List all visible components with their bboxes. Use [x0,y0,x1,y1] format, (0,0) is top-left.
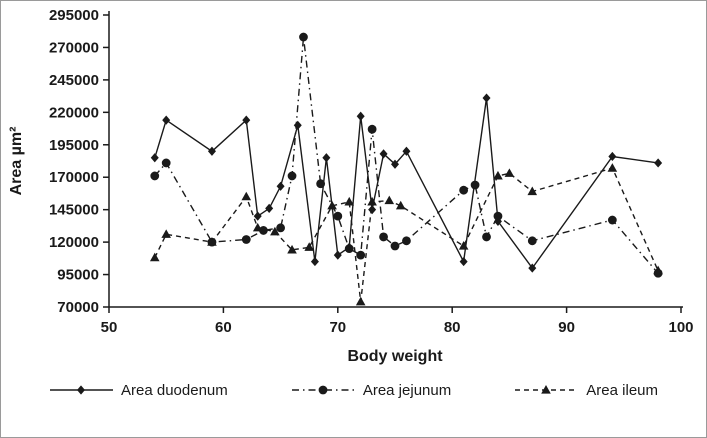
svg-text:100: 100 [668,319,693,336]
svg-text:270000: 270000 [49,39,99,56]
svg-text:195000: 195000 [49,137,99,154]
svg-text:145000: 145000 [49,202,99,219]
legend-item-area-duodenum: Area duodenum [49,381,228,399]
svg-text:95000: 95000 [57,267,99,284]
svg-text:245000: 245000 [49,72,99,89]
svg-text:70000: 70000 [57,299,99,316]
legend-jejunum-dashdot-line-circle-icon [291,385,355,395]
legend-label-area-jejunum: Area jejunum [362,381,452,399]
legend-ileum-dashed-line-triangle-icon [515,385,579,394]
svg-text:120000: 120000 [49,234,99,251]
svg-text:80: 80 [444,319,461,336]
svg-text:70: 70 [329,319,346,336]
chart-legend: Area duodenum Area jejunum Area ileum [1,373,706,399]
legend-duodenum-solid-line-diamond-icon [50,385,113,395]
svg-text:50: 50 [101,319,118,336]
legend-label-area-ileum: Area ileum [586,381,658,399]
svg-text:60: 60 [215,319,232,336]
legend-label-area-duodenum: Area duodenum [121,381,228,399]
svg-text:220000: 220000 [49,104,99,121]
svg-text:Area µm²: Area µm² [8,127,25,196]
svg-text:90: 90 [558,319,575,336]
legend-item-area-ileum: Area ileum [514,381,658,399]
svg-text:170000: 170000 [49,169,99,186]
legend-item-area-jejunum: Area jejunum [291,381,451,399]
chart-plot-area: 70000 95000 120000 145000 170000 195000 220000… [8,7,694,365]
svg-text:Body weight: Body weight [347,348,443,365]
svg-text:295000: 295000 [49,7,99,24]
